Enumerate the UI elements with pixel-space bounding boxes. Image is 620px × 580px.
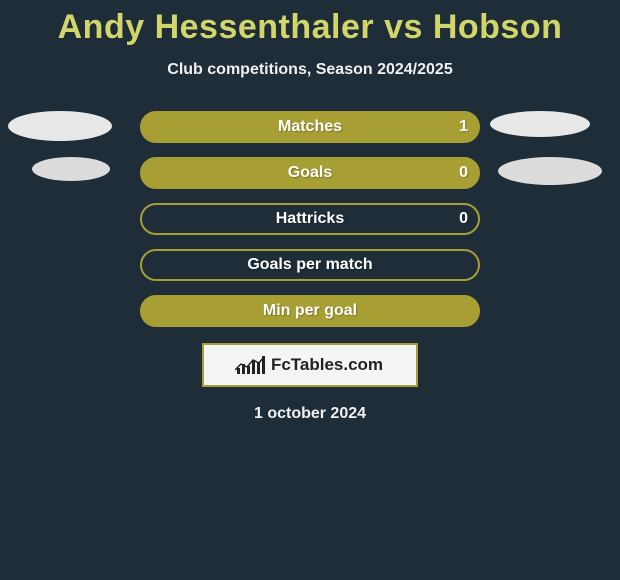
comparison-infographic: Andy Hessenthaler vs Hobson Club competi…: [0, 0, 620, 580]
stat-row: Matches 1: [140, 111, 480, 143]
subtitle: Club competitions, Season 2024/2025: [167, 61, 452, 79]
bar-chart-icon: [237, 356, 265, 374]
page-title: Andy Hessenthaler vs Hobson: [58, 8, 563, 47]
logo-text: FcTables.com: [271, 355, 383, 375]
date-label: 1 october 2024: [254, 405, 366, 423]
decorative-ellipse: [8, 111, 112, 141]
logo-box: FcTables.com: [202, 343, 418, 387]
stat-row: Goals per match: [140, 249, 480, 281]
stat-row: Goals 0: [140, 157, 480, 189]
stat-label: Goals per match: [247, 256, 372, 274]
stat-row: Hattricks 0: [140, 203, 480, 235]
stats-area: Matches 1 Goals 0 Hattricks 0 Goals per match M…: [0, 111, 620, 327]
stat-value: 1: [459, 118, 468, 136]
decorative-ellipse: [490, 111, 590, 137]
stat-label: Min per goal: [263, 302, 357, 320]
stat-label: Hattricks: [276, 210, 344, 228]
stat-value: 0: [459, 210, 468, 228]
decorative-ellipse: [32, 157, 110, 181]
stat-label: Matches: [278, 118, 342, 136]
stat-label: Goals: [288, 164, 332, 182]
decorative-ellipse: [498, 157, 602, 185]
stat-value: 0: [459, 164, 468, 182]
stat-row: Min per goal: [140, 295, 480, 327]
